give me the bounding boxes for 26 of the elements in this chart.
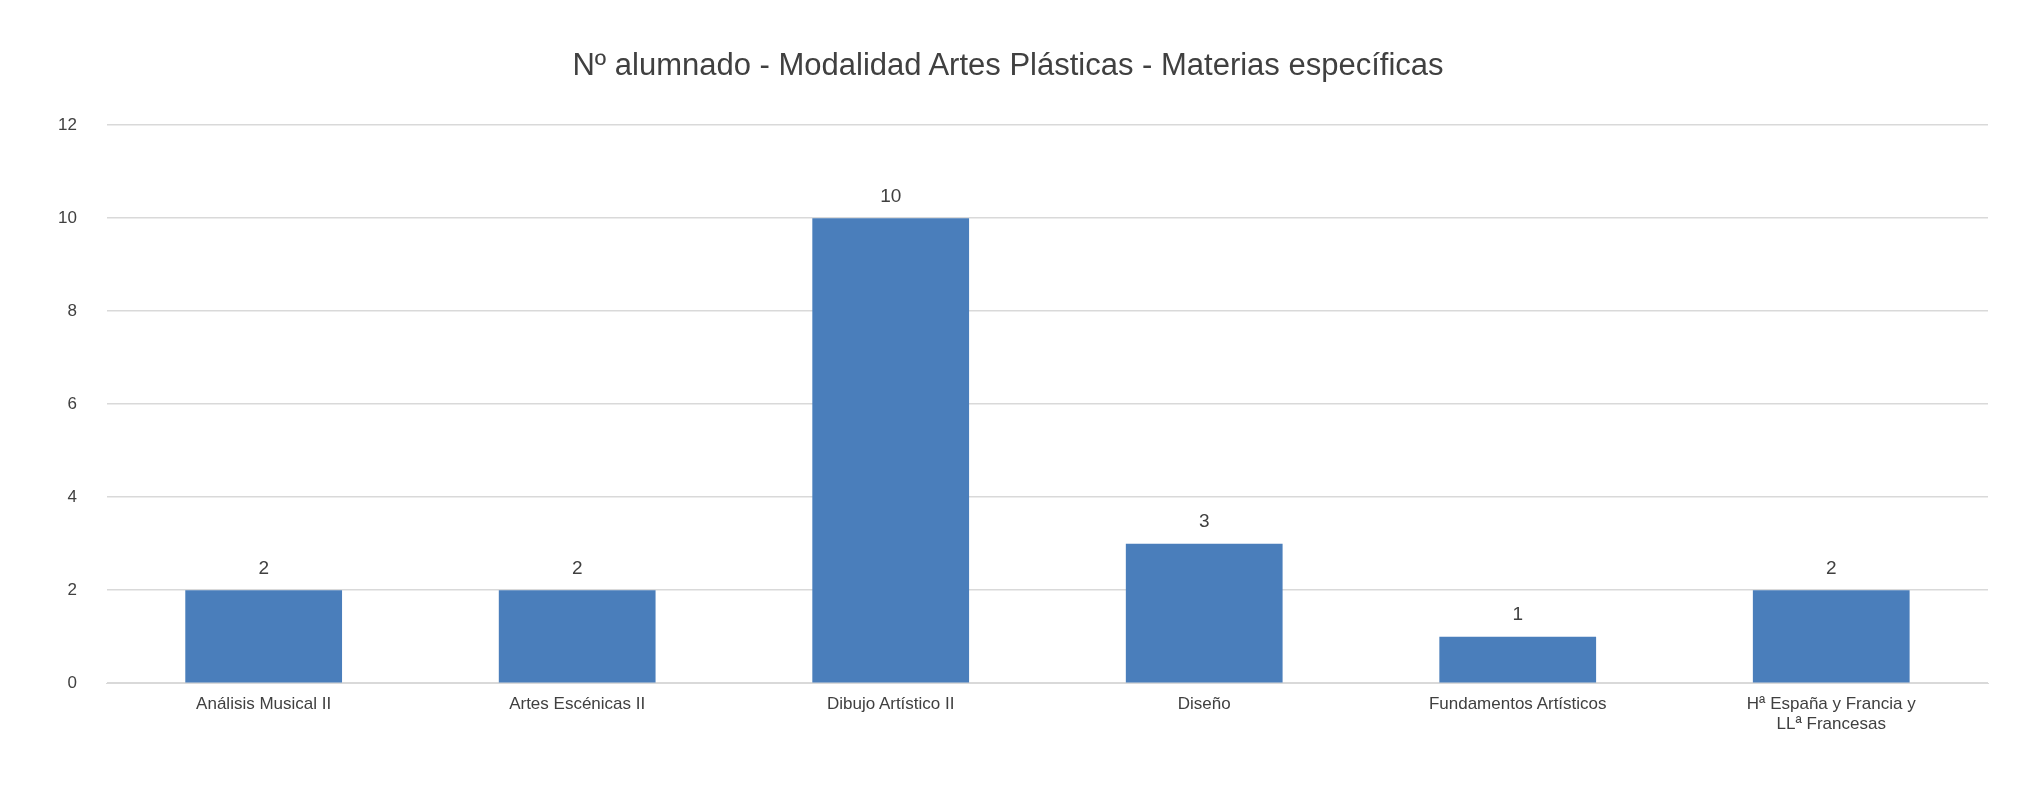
y-tick-label: 2 <box>67 579 77 599</box>
bar <box>185 590 343 683</box>
y-tick-label: 0 <box>67 672 77 692</box>
x-tick-label: Análisis Musical II <box>196 694 332 714</box>
y-tick-label: 6 <box>67 393 77 413</box>
y-tick-label: 12 <box>57 114 77 134</box>
data-label: 2 <box>258 556 269 578</box>
data-label: 2 <box>1825 556 1837 578</box>
bar <box>498 590 656 683</box>
y-tick-label: 4 <box>67 486 77 506</box>
x-tick-label: Dibujo Artístico II <box>826 694 955 714</box>
x-tick-label: Hª España y Francia y LLª Francesas <box>1746 694 1917 734</box>
x-tick-label: Artes Escénicas II <box>509 694 646 714</box>
bar <box>1439 636 1597 683</box>
bar <box>1125 543 1283 683</box>
data-label: 10 <box>880 184 902 206</box>
x-tick-label: Diseño <box>1177 694 1231 714</box>
data-label: 1 <box>1512 603 1524 625</box>
bar <box>1752 590 1910 683</box>
y-tick-label: 10 <box>57 207 77 227</box>
x-tick-label: Fundamentos Artísticos <box>1428 694 1607 714</box>
y-tick-label: 8 <box>67 300 77 320</box>
data-label: 3 <box>1198 510 1210 532</box>
chart-title: Nº alumnado - Modalidad Artes Plásticas - Materias específicas <box>572 47 1444 83</box>
bar <box>812 218 970 683</box>
data-label: 2 <box>571 556 583 578</box>
